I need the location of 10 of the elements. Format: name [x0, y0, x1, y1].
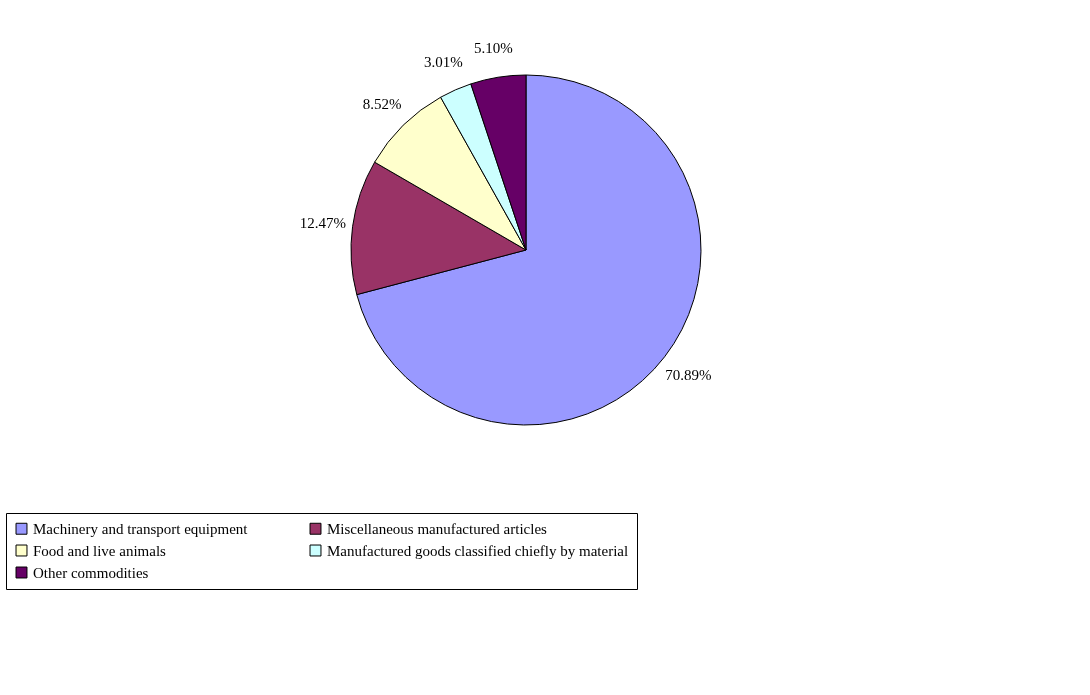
data-label: 3.01%	[423, 54, 463, 71]
legend-label: Machinery and transport equipment	[33, 520, 249, 537]
legend-label: Food and live animals	[33, 542, 167, 559]
legend-label: Manufactured goods classified chiefly by material	[327, 542, 629, 559]
legend-label: Other commodities	[33, 564, 149, 581]
legend-label: Miscellaneous manufactured articles	[327, 520, 548, 537]
data-label: 5.10%	[473, 39, 513, 56]
data-label: 12.47%	[299, 214, 346, 231]
data-label: 70.89%	[665, 367, 712, 384]
data-label: 8.52%	[362, 95, 402, 112]
